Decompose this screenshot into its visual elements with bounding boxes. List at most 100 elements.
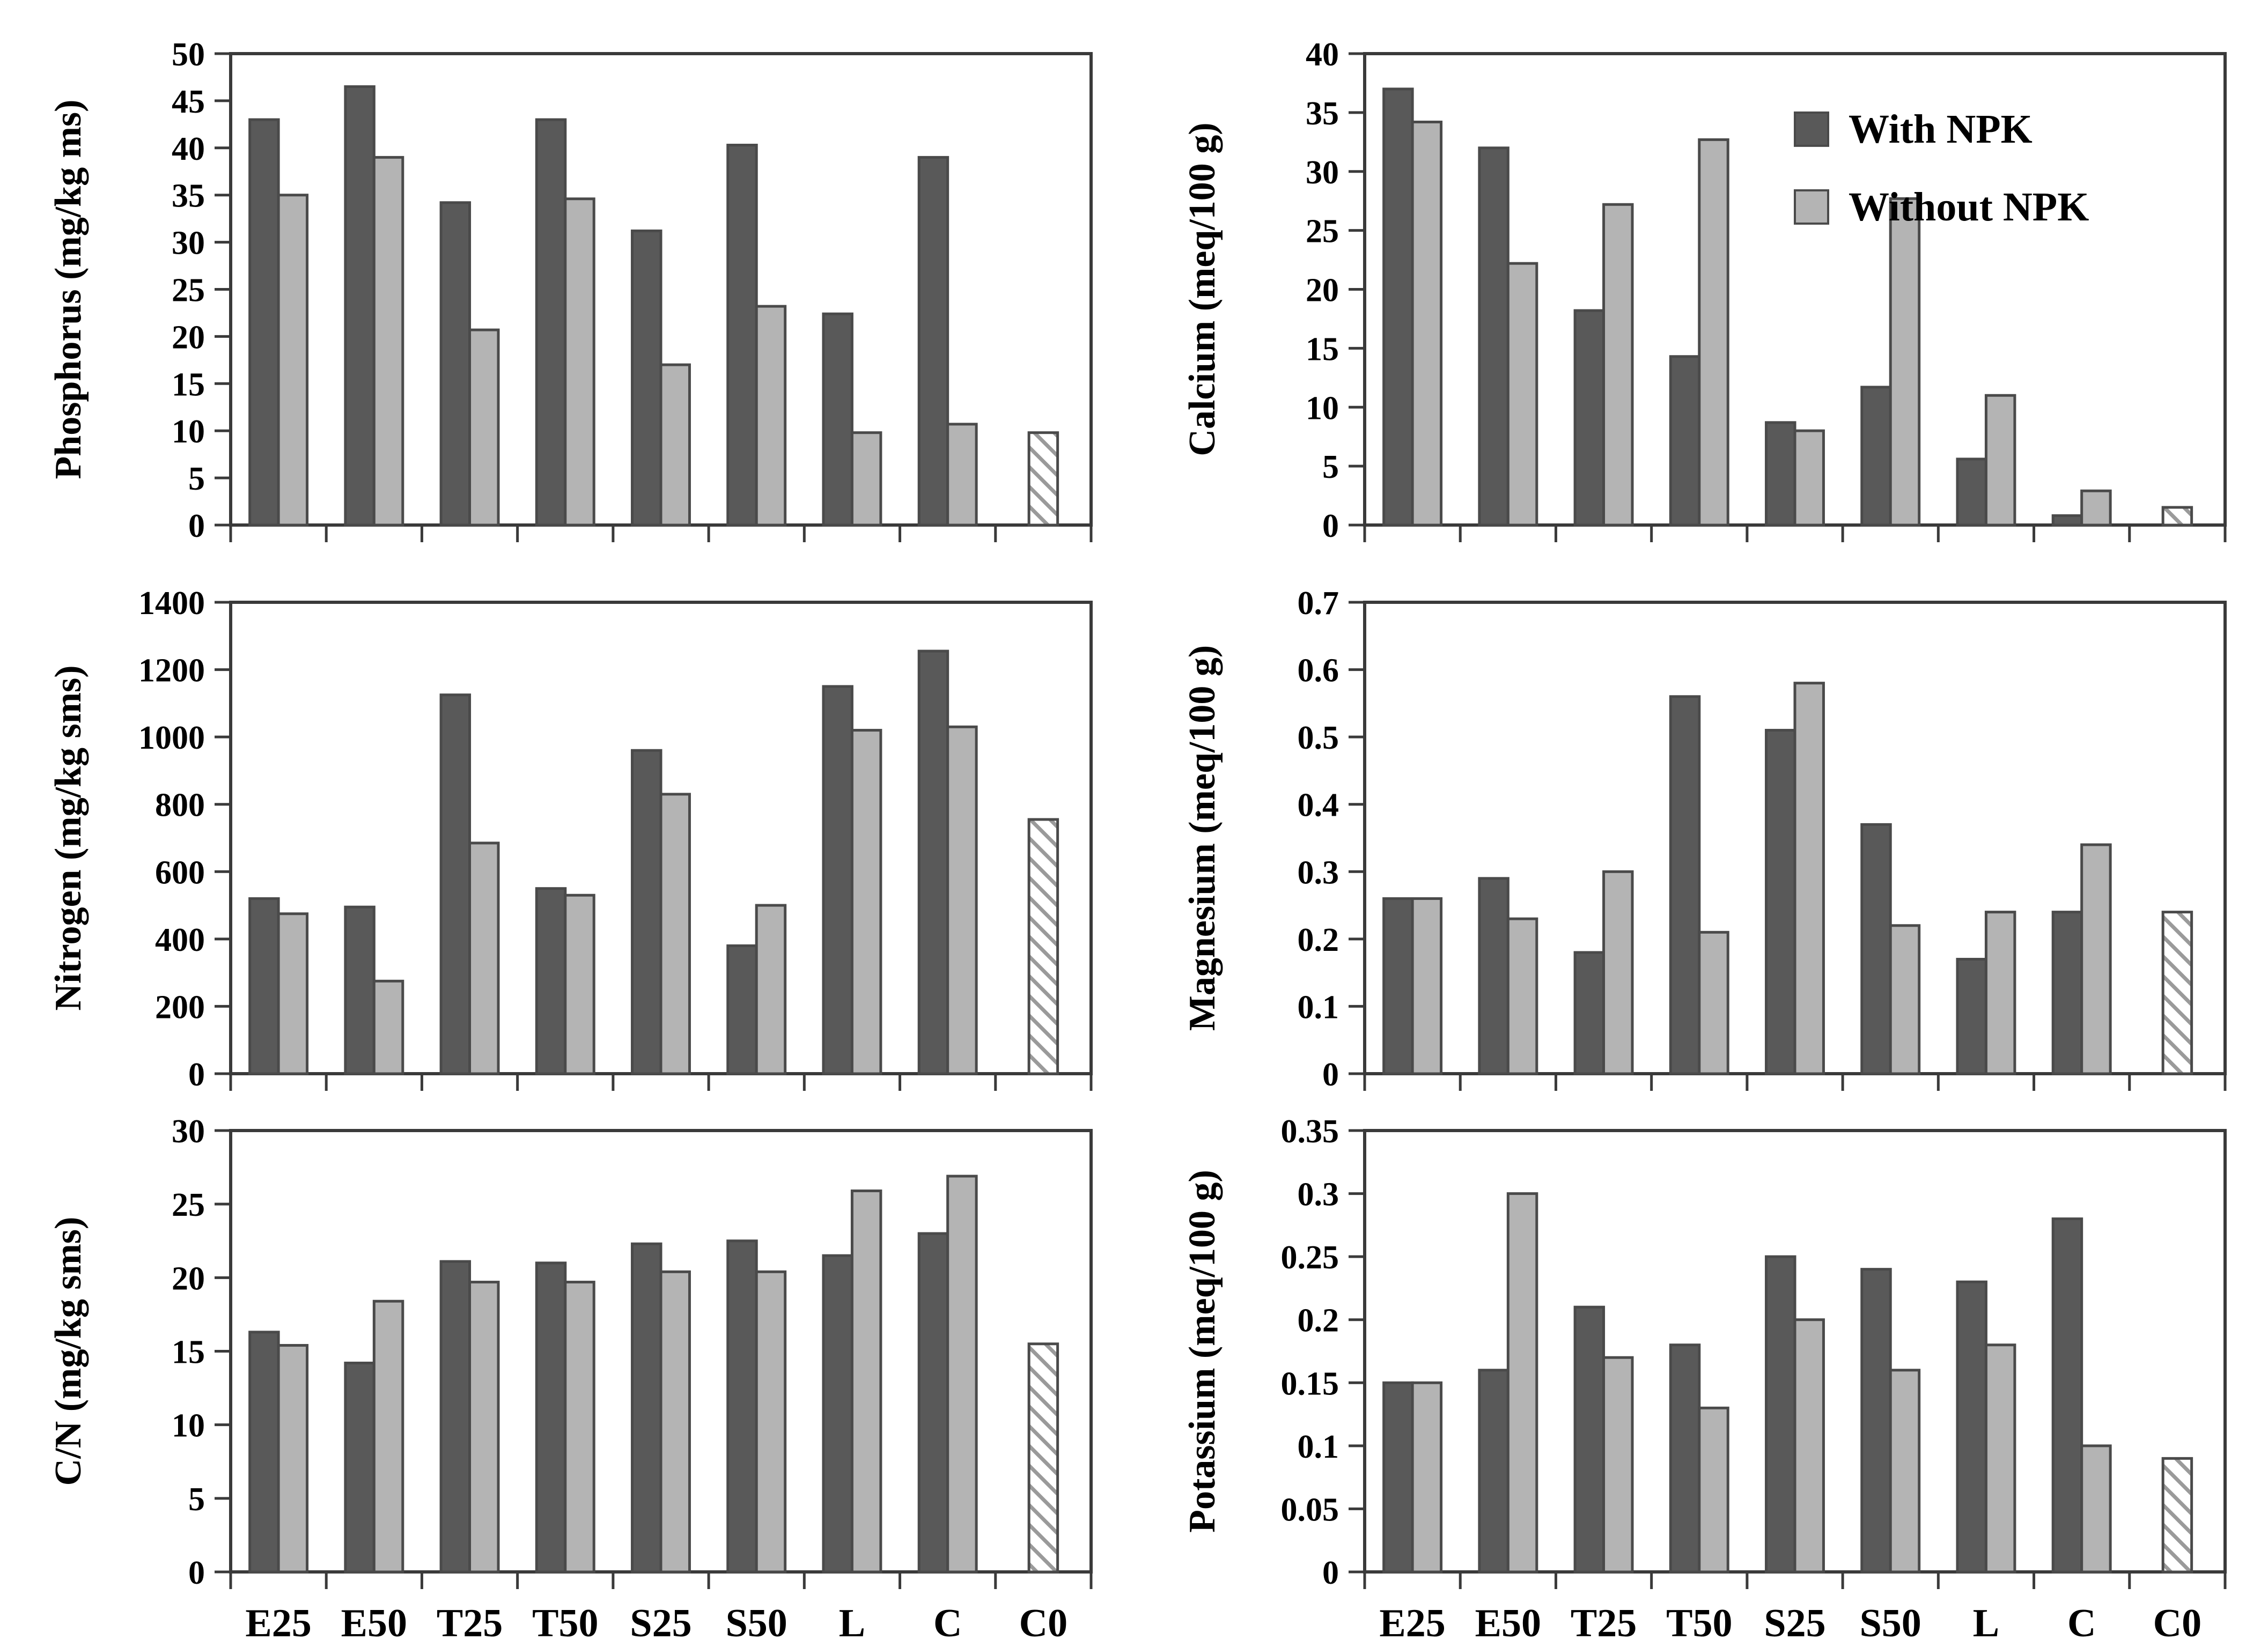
bar-without-npk [1889, 197, 1921, 527]
y-tick-label: 0.4 [1298, 787, 1339, 824]
bar-without-npk [1698, 1406, 1729, 1574]
bar-with-npk [1765, 729, 1796, 1075]
bar-without-npk [1411, 897, 1443, 1075]
bar-with-npk [1956, 457, 1987, 527]
bar-with-npk [439, 201, 472, 527]
x-category-label: S25 [630, 1601, 691, 1645]
y-axis-label: Calcium (meq/100 g) [1182, 122, 1223, 456]
y-tick-label: 0.6 [1298, 653, 1339, 689]
bar-without-npk [277, 912, 309, 1075]
bar-without-npk [755, 305, 787, 527]
bar-with-npk [1382, 87, 1414, 527]
bar-with-npk [726, 144, 758, 527]
bar-control-hatched [2161, 506, 2193, 527]
y-tick-label: 25 [172, 272, 205, 309]
y-tick-label: 0.05 [1281, 1491, 1339, 1528]
bar-without-npk [1698, 138, 1729, 527]
y-tick-label: 600 [155, 854, 205, 891]
legend-label: With NPK [1849, 107, 2033, 152]
chart-panel-nitrogen: 0 200 400 600 800 1000 1200 1400 Nitrogen (mg/kg… [0, 549, 1134, 1097]
y-tick-label: 15 [172, 1334, 205, 1371]
chart-panel-potassium: 0 0.05 0.1 0.15 0.2 0.25 0.3 0.35 E25 E50 T25 T50 S2… [1134, 1097, 2268, 1647]
bar-without-npk [1506, 262, 1538, 527]
y-tick-label: 400 [155, 922, 205, 958]
y-tick-label: 5 [188, 1481, 205, 1518]
bar-without-npk [1889, 1369, 1921, 1574]
y-tick-label: 0.1 [1298, 1429, 1339, 1465]
y-axis-label: Nitrogen (mg/kg sms) [48, 665, 89, 1010]
bar-without-npk [1506, 1192, 1538, 1574]
bar-with-npk [917, 649, 949, 1075]
x-category-label: C0 [1019, 1601, 1067, 1645]
y-tick-label: 30 [1306, 154, 1339, 191]
x-category-label: S50 [726, 1601, 787, 1645]
y-tick-label: 40 [1306, 36, 1339, 73]
y-tick-label: 30 [172, 225, 205, 262]
bar-control-hatched [2161, 911, 2193, 1075]
bar-control-hatched [1027, 1342, 1059, 1574]
y-tick-label: 0.15 [1281, 1365, 1339, 1402]
x-category-label: C [2067, 1601, 2096, 1645]
x-category-label: E50 [1475, 1601, 1541, 1645]
bar-with-npk [1382, 897, 1414, 1075]
chart-canvas-magnesium: 0 0.1 0.2 0.3 0.4 0.5 0.6 0.7 Magnesium (meq/100… [1182, 585, 2227, 1093]
y-tick-label: 200 [155, 989, 205, 1025]
bar-with-npk [535, 118, 567, 527]
bar-with-npk [631, 749, 662, 1075]
bar-with-npk [1669, 1343, 1701, 1574]
chart-canvas-cn-ratio: 0 5 10 15 20 25 30 E25 E50 T25 T50 S25 S50 L C C0 C/N (m… [48, 1113, 1093, 1645]
bar-without-npk [564, 893, 595, 1075]
y-tick-label: 20 [1306, 272, 1339, 309]
bar-without-npk [1889, 924, 1921, 1075]
y-tick-label: 5 [1322, 449, 1339, 485]
bar-with-npk [1669, 355, 1701, 527]
y-tick-label: 15 [172, 366, 205, 403]
bar-without-npk [2080, 843, 2112, 1075]
y-tick-label: 0 [188, 1555, 205, 1591]
x-category-label: S50 [1860, 1601, 1921, 1645]
bar-without-npk [1984, 911, 2016, 1075]
legend-item: Without NPK [1794, 184, 2089, 230]
y-tick-label: 25 [172, 1187, 205, 1223]
x-category-label: L [1973, 1601, 1999, 1645]
bar-with-npk [1860, 823, 1892, 1075]
bar-control-hatched [1027, 818, 1059, 1075]
y-tick-label: 0 [1322, 1057, 1339, 1093]
chart-panel-cn-ratio: 0 5 10 15 20 25 30 E25 E50 T25 T50 S25 S50 L C C0 C/N (m… [0, 1097, 1134, 1647]
bar-without-npk [946, 725, 978, 1075]
y-tick-label: 1200 [138, 653, 205, 689]
y-tick-label: 1400 [138, 585, 205, 622]
bar-with-npk [1956, 958, 1987, 1075]
y-tick-label: 30 [172, 1113, 205, 1150]
bar-with-npk [535, 1261, 567, 1574]
y-tick-label: 0.5 [1298, 720, 1339, 756]
bar-without-npk [1602, 1356, 1634, 1574]
bar-with-npk [1765, 421, 1796, 527]
bar-without-npk [1602, 203, 1634, 527]
y-axis-label: Phosphorus (mg/kg ms) [48, 100, 89, 479]
x-category-label: T25 [437, 1601, 503, 1645]
bar-with-npk [1478, 146, 1509, 527]
chart-canvas-nitrogen: 0 200 400 600 800 1000 1200 1400 Nitrogen (mg/kg… [48, 585, 1093, 1093]
bar-with-npk [1478, 877, 1509, 1075]
bar-without-npk [1793, 429, 1825, 527]
bar-with-npk [1382, 1381, 1414, 1574]
bar-without-npk [1698, 930, 1729, 1075]
bar-with-npk [2051, 911, 2083, 1075]
bar-without-npk [850, 729, 882, 1075]
chart-panel-phosphorus: 0 5 10 15 20 25 30 35 40 45 50 Phosphorus (mg/kg ms… [0, 0, 1134, 549]
bar-without-npk [372, 1299, 404, 1574]
x-category-label: C [933, 1601, 962, 1645]
bar-without-npk [277, 1344, 309, 1574]
y-tick-label: 0 [188, 1057, 205, 1093]
y-tick-label: 10 [172, 1408, 205, 1444]
bar-without-npk [564, 1281, 595, 1574]
y-tick-label: 0.2 [1298, 922, 1339, 958]
bar-with-npk [631, 230, 662, 527]
x-category-label: E50 [341, 1601, 407, 1645]
y-tick-label: 35 [1306, 95, 1339, 132]
bar-without-npk [1506, 917, 1538, 1075]
x-category-label: S25 [1764, 1601, 1825, 1645]
bar-with-npk [2051, 1217, 2083, 1574]
